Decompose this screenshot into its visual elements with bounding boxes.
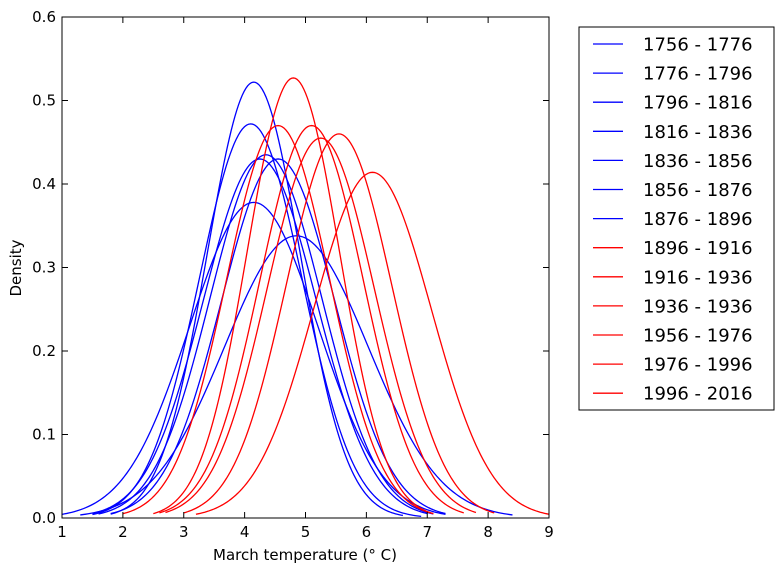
- y-tick-label: 0.0: [32, 509, 56, 527]
- legend-label-8: 1896 - 1916: [643, 238, 753, 259]
- legend-label-5: 1836 - 1856: [643, 151, 753, 172]
- x-tick-label: 5: [301, 523, 311, 541]
- legend-label-7: 1876 - 1896: [643, 209, 753, 230]
- y-tick-label: 0.3: [32, 259, 56, 277]
- x-tick-label: 8: [483, 523, 493, 541]
- y-tick-label: 0.5: [32, 92, 56, 110]
- y-tick-label: 0.2: [32, 342, 56, 360]
- y-tick-label: 0.4: [32, 175, 56, 193]
- legend: 1756 - 1776 1776 - 1796 1796 - 1816 1816 - …: [578, 26, 775, 411]
- x-axis: 1 2 3 4 5 6 7 8 9: [57, 17, 554, 541]
- legend-label-1: 1756 - 1776: [643, 35, 753, 56]
- legend-label-3: 1796 - 1816: [643, 93, 753, 114]
- density-curve-9: [153, 77, 434, 515]
- density-curve-1: [110, 81, 404, 517]
- legend-label-6: 1856 - 1876: [643, 180, 753, 201]
- x-tick-label: 3: [179, 523, 189, 541]
- legend-label-2: 1776 - 1796: [643, 64, 753, 85]
- x-tick-label: 4: [240, 523, 250, 541]
- legend-label-4: 1816 - 1836: [643, 122, 753, 143]
- x-tick-label: 6: [362, 523, 372, 541]
- density-curve-10: [159, 124, 464, 514]
- x-tick-label: 9: [544, 523, 554, 541]
- legend-label-13: 1996 - 2016: [643, 384, 753, 405]
- legend-label-10: 1936 - 1936: [643, 296, 753, 317]
- density-curve-4: [110, 158, 446, 515]
- y-axis-label: Density: [7, 239, 25, 296]
- density-curve-13: [195, 171, 550, 515]
- legend-label-12: 1976 - 1996: [643, 355, 753, 376]
- x-tick-label: 7: [422, 523, 432, 541]
- density-curve-5: [92, 158, 428, 515]
- density-curve-2: [92, 123, 422, 518]
- density-curve-11: [165, 137, 477, 514]
- legend-label-9: 1916 - 1936: [643, 267, 753, 288]
- x-tick-label: 2: [118, 523, 128, 541]
- x-axis-label: March temperature (° C): [213, 546, 397, 564]
- x-tick-label: 1: [57, 523, 67, 541]
- density-curve-7: [80, 235, 513, 516]
- density-curves: [61, 77, 550, 518]
- y-axis: 0.0 0.1 0.2 0.3 0.4 0.5 0.6: [32, 8, 549, 527]
- density-curve-6: [61, 201, 446, 515]
- density-curve-12: [183, 133, 495, 514]
- y-tick-label: 0.6: [32, 8, 56, 26]
- density-curve-8: [122, 124, 434, 515]
- legend-label-11: 1956 - 1976: [643, 326, 753, 347]
- y-tick-label: 0.1: [32, 426, 56, 444]
